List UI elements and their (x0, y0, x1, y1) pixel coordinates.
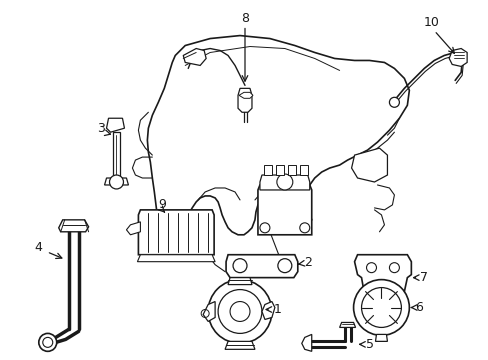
Polygon shape (224, 341, 254, 349)
Polygon shape (287, 165, 295, 175)
Circle shape (109, 175, 123, 189)
Polygon shape (104, 178, 128, 185)
Text: 6: 6 (414, 301, 423, 314)
Polygon shape (260, 175, 309, 190)
Circle shape (39, 333, 57, 351)
Text: 10: 10 (423, 16, 438, 29)
Circle shape (388, 97, 399, 107)
Polygon shape (227, 278, 251, 285)
Polygon shape (225, 255, 297, 278)
Text: 3: 3 (97, 122, 104, 135)
Circle shape (299, 223, 309, 233)
Circle shape (277, 259, 291, 273)
Polygon shape (147, 36, 408, 235)
Polygon shape (275, 165, 283, 175)
Polygon shape (339, 323, 355, 328)
Circle shape (233, 259, 246, 273)
Circle shape (276, 174, 292, 190)
Text: 9: 9 (158, 198, 166, 211)
Polygon shape (448, 49, 466, 67)
Circle shape (42, 337, 53, 347)
Circle shape (218, 289, 262, 333)
Polygon shape (59, 220, 88, 232)
Polygon shape (301, 334, 311, 351)
Polygon shape (183, 49, 206, 66)
Polygon shape (137, 255, 215, 262)
Polygon shape (258, 185, 311, 235)
Circle shape (260, 223, 269, 233)
Circle shape (361, 288, 401, 328)
Polygon shape (239, 92, 252, 98)
Circle shape (229, 302, 249, 321)
Text: 1: 1 (273, 303, 281, 316)
Polygon shape (351, 148, 386, 182)
Polygon shape (138, 210, 214, 255)
Polygon shape (375, 334, 386, 341)
Text: 8: 8 (241, 12, 248, 25)
Polygon shape (264, 165, 271, 175)
Polygon shape (203, 302, 215, 321)
Text: 7: 7 (420, 271, 427, 284)
Text: 4: 4 (35, 241, 42, 254)
Polygon shape (354, 255, 410, 315)
Text: 5: 5 (365, 338, 373, 351)
Polygon shape (262, 302, 274, 319)
Polygon shape (106, 118, 124, 132)
Polygon shape (126, 222, 140, 235)
Circle shape (353, 280, 408, 336)
Polygon shape (299, 165, 307, 175)
Polygon shape (112, 132, 120, 178)
Polygon shape (238, 88, 251, 112)
Circle shape (208, 280, 271, 343)
Text: 2: 2 (303, 256, 311, 269)
